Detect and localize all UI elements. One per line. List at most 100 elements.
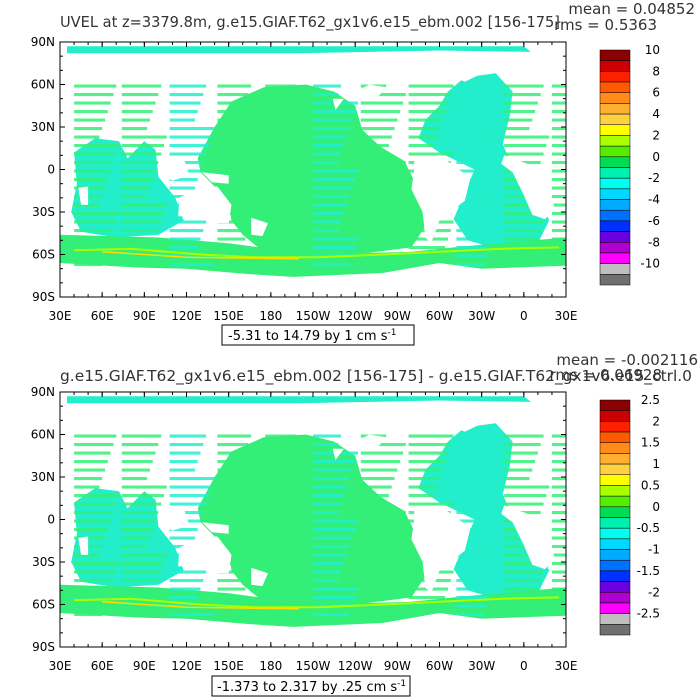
colorbar-swatch <box>599 506 631 518</box>
colorbar-swatch <box>599 49 631 61</box>
colorbar-label: -6 <box>648 214 660 228</box>
x-tick-label: 180 <box>259 309 282 323</box>
x-axis: 30E 60E 90E 120E 150E 180 150W 120W 90W 60W 30W 0 30… <box>49 392 578 673</box>
contour-info: -1.373 to 2.317 by .25 cm s-1 <box>217 679 406 695</box>
colorbar-label: 4 <box>652 107 660 121</box>
land <box>251 567 268 587</box>
colorbar-label: -2 <box>648 171 660 185</box>
colorbar-swatch <box>599 177 631 190</box>
colorbar-swatch <box>599 527 631 540</box>
land <box>411 155 471 244</box>
colorbar-swatch <box>599 559 631 572</box>
x-tick-label: 90W <box>384 659 411 673</box>
colorbar-swatch <box>599 135 631 147</box>
uvel-map-svg: UVEL at z=3379.8m, g.e15.GIAF.T62_gx1v6.… <box>31 0 695 346</box>
land <box>349 84 387 102</box>
x-tick-label: 30E <box>49 659 72 673</box>
x-tick-label: 150W <box>296 309 331 323</box>
colorbar-swatch <box>599 220 631 232</box>
land <box>501 155 555 220</box>
colorbar-swatch <box>599 581 631 593</box>
ocean-field <box>60 46 566 297</box>
map-field <box>60 392 566 647</box>
panel-uvel: UVEL at z=3379.8m, g.e15.GIAF.T62_gx1v6.… <box>31 0 695 346</box>
land <box>501 505 555 570</box>
colorbar-label: 0 <box>652 150 660 164</box>
x-tick-label: 90W <box>384 309 411 323</box>
x-tick-label: 30E <box>555 309 578 323</box>
x-tick-label: 180 <box>259 659 282 673</box>
land <box>251 217 268 237</box>
land <box>439 53 496 82</box>
current-band <box>74 246 560 259</box>
x-tick-label: 120E <box>171 659 202 673</box>
x-tick-label: 0 <box>520 659 528 673</box>
rms-label: rms = 0.5363 <box>554 16 657 34</box>
x-axis: 30E 60E 90E 120E 150E 180 150W 120W 90W 60W 30W 0 30… <box>49 42 578 323</box>
colorbar-label: 6 <box>652 86 660 100</box>
colorbar-swatch <box>599 113 631 126</box>
x-tick-label: 30E <box>555 659 578 673</box>
x-tick-label: 150W <box>296 659 331 673</box>
colorbar-label: -1.5 <box>637 564 660 578</box>
x-tick-label: 30E <box>49 309 72 323</box>
y-tick-label: 90N <box>31 35 55 49</box>
colorbar-swatch <box>599 463 631 476</box>
colorbar-swatch <box>599 549 631 561</box>
x-tick-label: 120W <box>338 309 373 323</box>
x-tick-label: 150E <box>213 309 244 323</box>
y-axis: 90N 60N 30N 0 30S 60S 90S <box>31 35 566 304</box>
colorbar-swatch <box>599 209 631 222</box>
y-axis: 90N 60N 30N 0 30S 60S 90S <box>31 385 566 654</box>
ocean-region <box>67 46 531 54</box>
land <box>202 522 229 534</box>
mean-label: mean = 0.04852 <box>568 0 695 18</box>
colorbar-label: 2 <box>652 414 660 428</box>
land <box>60 613 566 647</box>
colorbar-swatch <box>599 538 631 550</box>
colorbar-swatch <box>599 92 631 104</box>
colorbar-swatch <box>599 453 631 465</box>
y-tick-label: 30S <box>32 205 55 219</box>
y-tick-label: 30S <box>32 555 55 569</box>
colorbar-swatch <box>599 624 631 636</box>
colorbar-swatch <box>599 274 631 286</box>
y-tick-label: 60S <box>32 248 55 262</box>
colorbar-swatch <box>599 592 631 604</box>
colorbar-swatch <box>599 103 631 115</box>
contour-info-box <box>211 675 411 697</box>
colorbar-label: -2.5 <box>637 607 660 621</box>
land <box>332 448 344 460</box>
colorbar-swatch <box>599 410 631 422</box>
colorbar: 2.5 2 1.5 1 0.5 0 -0.5 -1 -1.5 -2 -2.5 <box>599 393 660 636</box>
land <box>60 263 566 297</box>
colorbar: 10 8 6 4 2 0 -2 -4 -6 -8 -10 <box>599 43 660 286</box>
current-peak <box>102 250 299 260</box>
colorbar-swatch <box>599 517 631 529</box>
land <box>78 536 89 555</box>
y-tick-label: 60N <box>31 428 55 442</box>
colorbar-swatch <box>599 442 631 454</box>
land <box>411 505 471 594</box>
x-tick-label: 60E <box>91 309 114 323</box>
colorbar-swatch <box>599 613 631 625</box>
colorbar-swatch <box>599 60 631 72</box>
current-peak <box>102 600 299 610</box>
x-tick-label: 0 <box>520 309 528 323</box>
colorbar-label: -0.5 <box>637 521 660 535</box>
x-tick-label: 30W <box>468 309 495 323</box>
colorbar-label: -10 <box>640 257 660 271</box>
y-tick-label: 90N <box>31 385 55 399</box>
contour-info-box <box>221 324 415 346</box>
y-tick-label: 60S <box>32 598 55 612</box>
x-tick-label: 120E <box>171 309 202 323</box>
x-tick-label: 60E <box>91 659 114 673</box>
land <box>158 158 190 181</box>
y-tick-label: 90S <box>32 290 55 304</box>
colorbar-swatch <box>599 495 631 508</box>
x-tick-label: 60W <box>426 659 453 673</box>
uvel-diff-map-svg: g.e15.GIAF.T62_gx1v6.e15_ebm.002 [156-17… <box>31 351 698 697</box>
colorbar-swatch <box>599 71 631 83</box>
land <box>78 186 89 205</box>
y-tick-label: 30N <box>31 120 55 134</box>
